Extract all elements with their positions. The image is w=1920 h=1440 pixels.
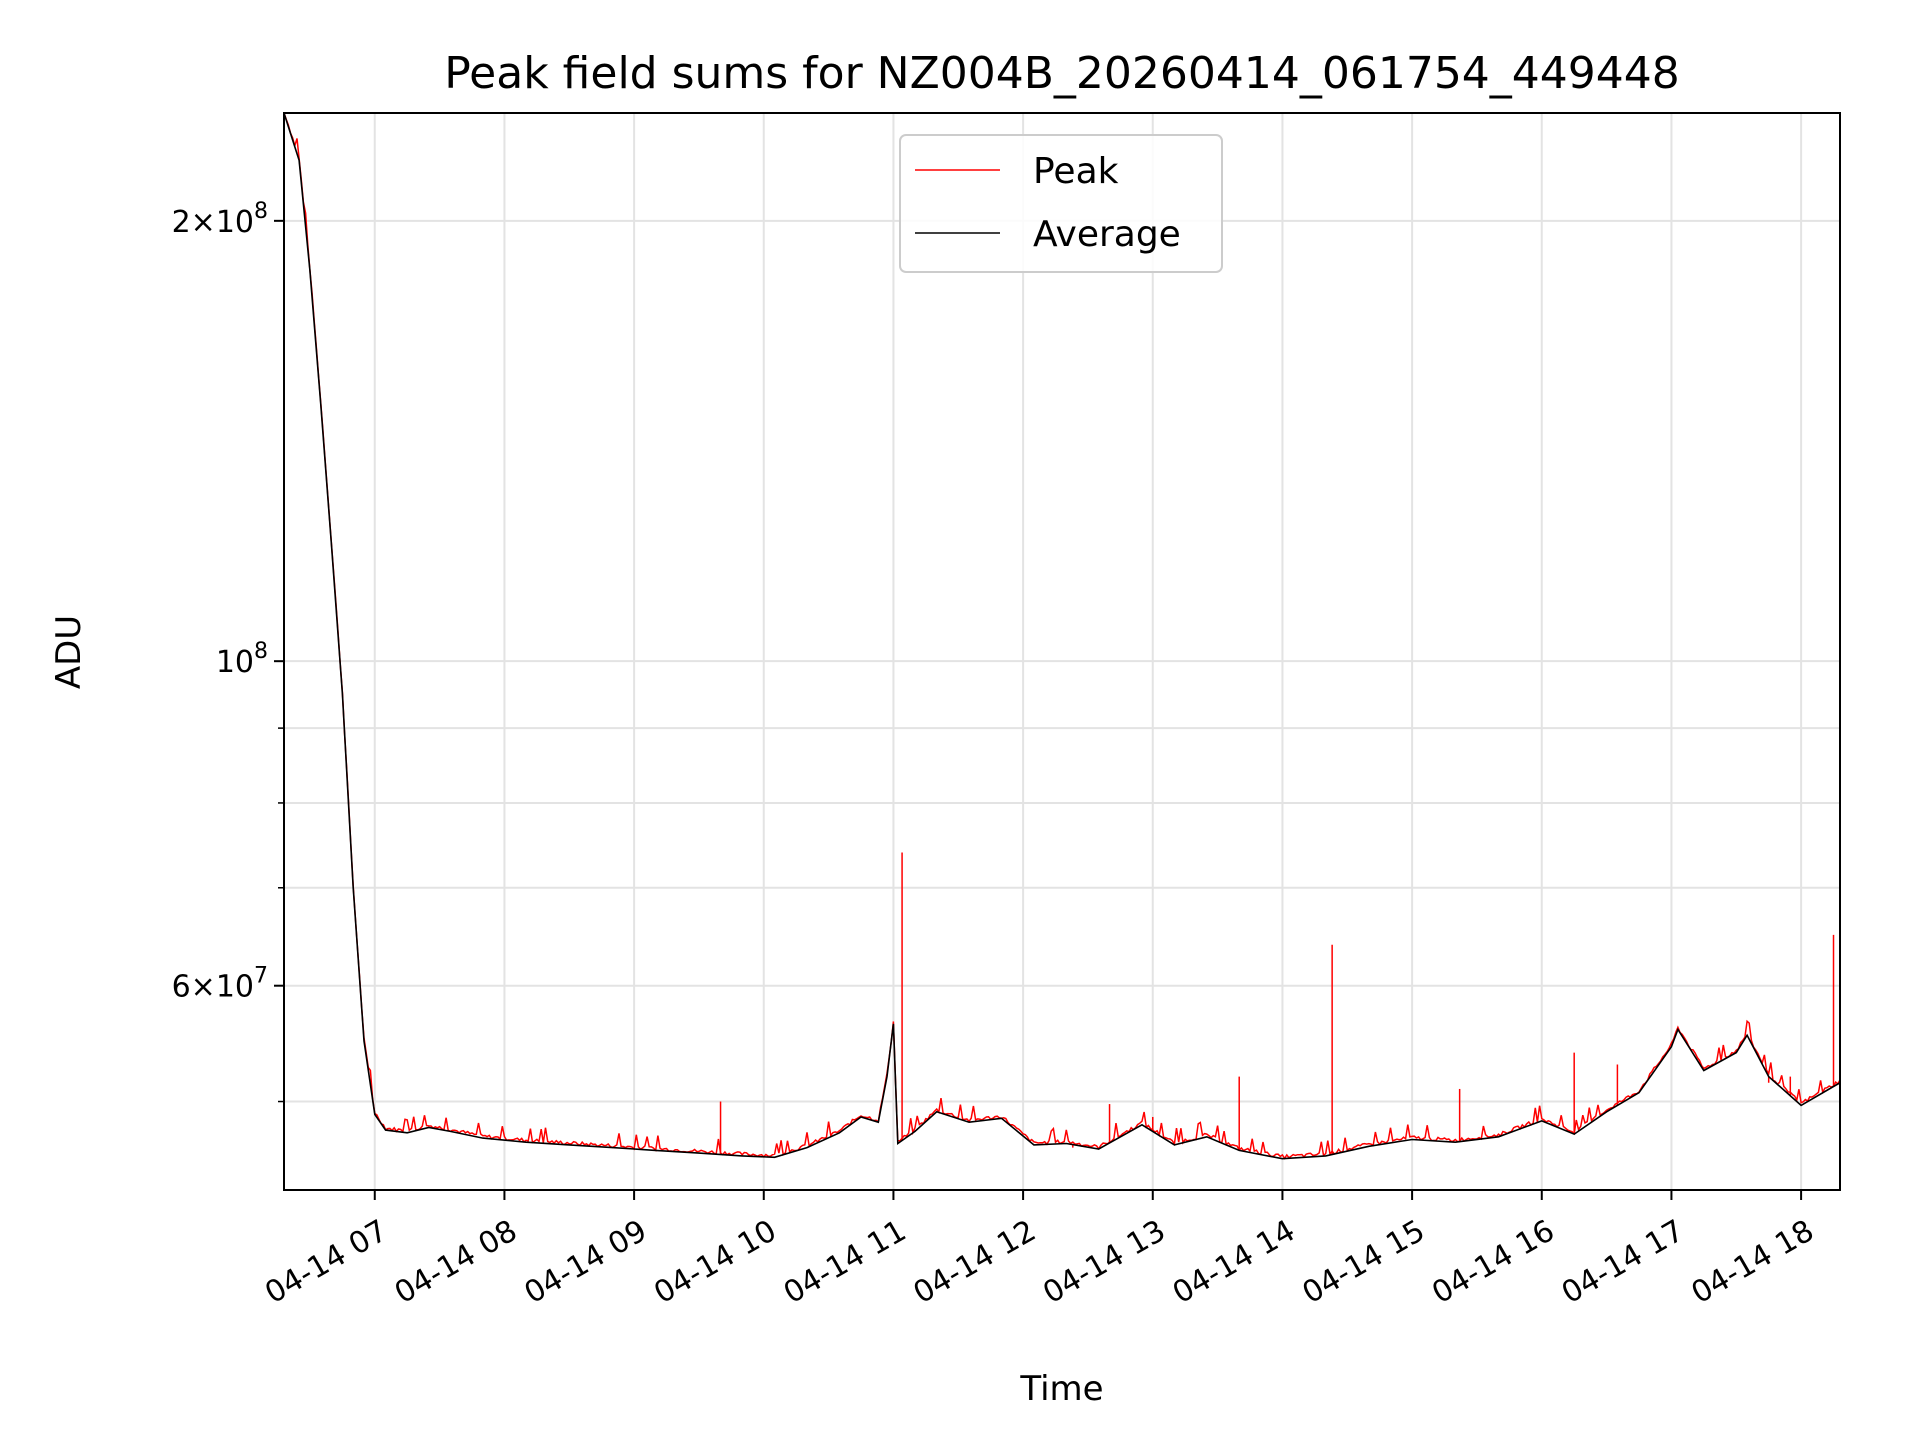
legend: Peak Average bbox=[899, 134, 1223, 273]
y-axis: 2×108 108 6×107 bbox=[172, 199, 284, 1103]
x-axis-label: Time bbox=[1019, 1369, 1103, 1409]
y-tick-label: 108 bbox=[216, 639, 268, 680]
legend-label-average: Average bbox=[1033, 214, 1181, 255]
series-group bbox=[284, 113, 1840, 1160]
plot-frame bbox=[283, 112, 1841, 1191]
series-line-peak bbox=[284, 113, 1840, 1160]
y-tick-label: 6×107 bbox=[172, 964, 268, 1005]
y-axis-label: ADU bbox=[49, 615, 89, 689]
chart-title: Peak field sums for NZ004B_20260414_0617… bbox=[444, 48, 1680, 99]
y-tick-label: 2×108 bbox=[172, 199, 268, 240]
series-line-average bbox=[284, 113, 1840, 1160]
legend-label-peak: Peak bbox=[1033, 151, 1119, 192]
grid bbox=[284, 113, 1840, 1190]
series-layer bbox=[284, 113, 1840, 1160]
